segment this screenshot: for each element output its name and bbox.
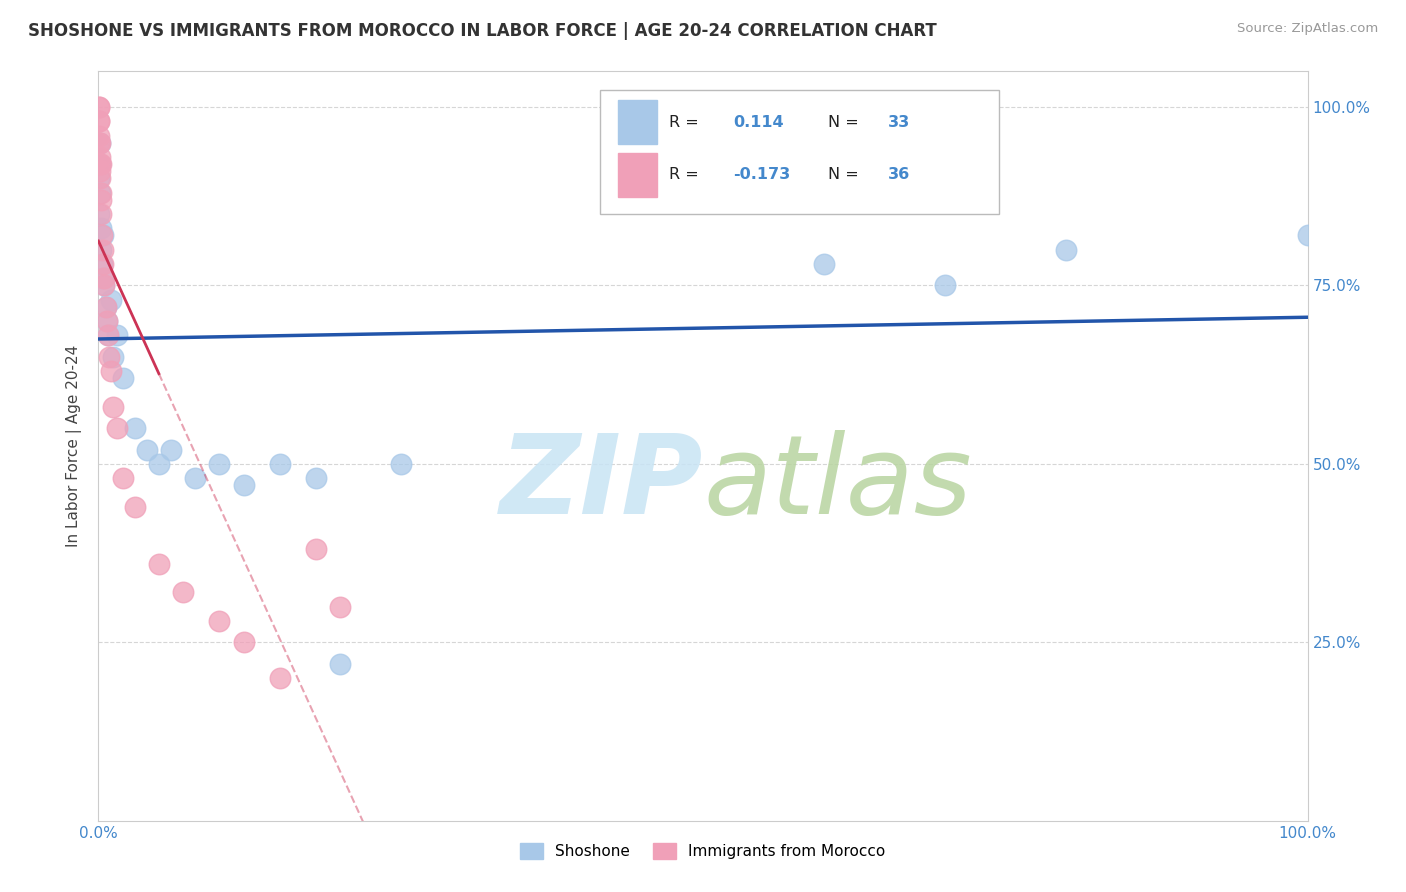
- Point: [94, 300, 117, 314]
- Point: [90, 207, 112, 221]
- Text: -0.173: -0.173: [734, 168, 790, 182]
- Point: [1054, 243, 1077, 257]
- Legend: Shoshone, Immigrants from Morocco: Shoshone, Immigrants from Morocco: [515, 838, 891, 865]
- Point: [389, 457, 412, 471]
- Point: [172, 585, 194, 599]
- Text: ZIP: ZIP: [499, 430, 703, 537]
- Point: [232, 478, 254, 492]
- FancyBboxPatch shape: [600, 90, 1000, 214]
- Point: [93, 271, 115, 285]
- Point: [89, 150, 111, 164]
- Point: [101, 350, 124, 364]
- Point: [148, 557, 170, 571]
- Point: [90, 221, 112, 235]
- Point: [96, 314, 118, 328]
- Point: [90, 157, 112, 171]
- Text: N =: N =: [828, 115, 863, 130]
- Point: [87, 100, 110, 114]
- Point: [90, 186, 112, 200]
- Point: [184, 471, 207, 485]
- Point: [98, 350, 121, 364]
- Point: [111, 471, 134, 485]
- Point: [87, 171, 110, 186]
- Point: [269, 671, 291, 685]
- Point: [329, 657, 352, 671]
- Point: [89, 207, 111, 221]
- Point: [1296, 228, 1319, 243]
- Point: [89, 114, 111, 128]
- Point: [89, 128, 111, 143]
- Point: [208, 457, 231, 471]
- Point: [89, 136, 111, 150]
- Text: atlas: atlas: [703, 430, 972, 537]
- FancyBboxPatch shape: [619, 100, 657, 145]
- Point: [105, 421, 128, 435]
- Point: [100, 364, 122, 378]
- Point: [101, 400, 124, 414]
- Text: SHOSHONE VS IMMIGRANTS FROM MOROCCO IN LABOR FORCE | AGE 20-24 CORRELATION CHART: SHOSHONE VS IMMIGRANTS FROM MOROCCO IN L…: [28, 22, 936, 40]
- Point: [105, 328, 128, 343]
- Y-axis label: In Labor Force | Age 20-24: In Labor Force | Age 20-24: [66, 345, 83, 547]
- Text: 36: 36: [889, 168, 910, 182]
- Point: [89, 136, 111, 150]
- Point: [91, 257, 114, 271]
- Text: N =: N =: [828, 168, 863, 182]
- Point: [208, 614, 231, 628]
- Point: [305, 471, 328, 485]
- Point: [89, 164, 111, 178]
- Point: [269, 457, 291, 471]
- Point: [124, 421, 146, 435]
- Point: [111, 371, 134, 385]
- Point: [93, 278, 115, 293]
- Point: [934, 278, 956, 293]
- Point: [89, 157, 111, 171]
- Point: [91, 257, 114, 271]
- Point: [232, 635, 254, 649]
- Point: [89, 157, 111, 171]
- Point: [89, 171, 111, 186]
- Point: [148, 457, 170, 471]
- Point: [94, 300, 117, 314]
- Point: [87, 100, 110, 114]
- Point: [329, 599, 352, 614]
- Point: [305, 542, 328, 557]
- Point: [91, 243, 114, 257]
- FancyBboxPatch shape: [619, 153, 657, 197]
- Point: [89, 186, 111, 200]
- Point: [91, 228, 114, 243]
- Text: R =: R =: [669, 115, 704, 130]
- Point: [97, 328, 120, 343]
- Point: [93, 278, 115, 293]
- Point: [91, 271, 114, 285]
- Point: [160, 442, 183, 457]
- Text: 33: 33: [889, 115, 910, 130]
- Point: [91, 228, 114, 243]
- Point: [100, 293, 122, 307]
- Point: [90, 193, 112, 207]
- Point: [90, 243, 112, 257]
- Point: [813, 257, 835, 271]
- Point: [89, 136, 111, 150]
- Point: [89, 114, 111, 128]
- Point: [124, 500, 146, 514]
- Point: [96, 314, 118, 328]
- Text: R =: R =: [669, 168, 704, 182]
- Point: [97, 328, 120, 343]
- Text: 0.114: 0.114: [734, 115, 785, 130]
- Point: [135, 442, 157, 457]
- Text: Source: ZipAtlas.com: Source: ZipAtlas.com: [1237, 22, 1378, 36]
